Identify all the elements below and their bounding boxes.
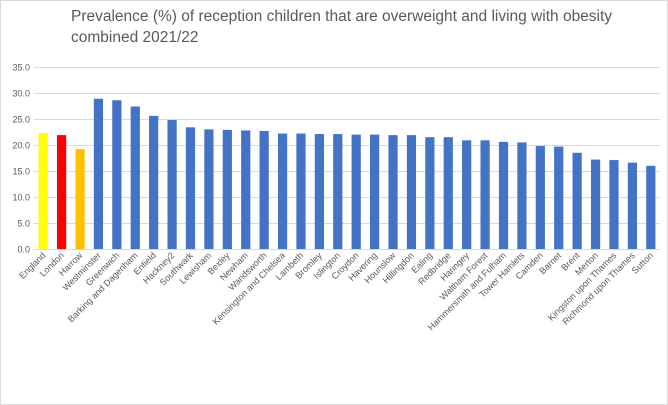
bar-barking-and-dagenham [130,106,140,250]
bar-westminster [93,98,104,249]
bar-bromley [314,134,324,249]
bar-wandsworth [259,130,269,249]
y-tick-label: 20.0 [12,141,30,151]
bar-havering [370,134,380,249]
bar-brent [572,152,582,249]
bar-southwark [185,127,196,249]
bar-kensington-and-chelsea [277,133,288,249]
bar-hammersmith-and-fulham [498,141,509,249]
x-tick-labels: EnglandLondonHarrowWestminsterGreenwichB… [17,250,655,332]
bar-england [38,133,48,249]
bar-redbridge [443,137,453,249]
y-tick-label: 10.0 [12,193,30,203]
bar-harrow [75,149,85,249]
bar-barnet [554,146,564,249]
y-tick-label: 5.0 [17,219,30,229]
chart-title: Prevalence (%) of reception children tha… [71,8,613,46]
bar-london [57,135,67,249]
bar-bexley [222,129,232,249]
bar-haringey [462,140,472,249]
bar-ealing [425,137,435,249]
bar-greenwich [112,100,122,249]
bar-kingston-upon-thames [609,160,619,249]
bar-layer [38,98,656,250]
bar-hillingdon [406,135,417,249]
bar-sutton [646,165,656,249]
y-tick-label: 15.0 [12,167,30,177]
y-tick-labels: 0.0 5.0 10.0 15.0 20.0 25.0 30.0 35.0 [12,63,30,255]
grid-layer [34,67,660,250]
y-tick-label: 30.0 [12,89,30,99]
bar-merton [590,159,601,249]
bar-islington [333,134,343,249]
bar-camden [535,146,545,249]
bar-lewisham [204,129,214,249]
bar-tower-hamlets [517,142,527,249]
bar-waltham-forest [480,140,490,249]
bar-enfield [149,115,159,249]
y-tick-label: 25.0 [12,115,30,125]
bar-richmond-upon-thames [627,162,637,249]
bar-hounslow [388,135,398,249]
bar-hackney2 [167,120,177,249]
bar-croydon [351,134,361,249]
y-tick-label: 35.0 [12,63,30,73]
bar-lambeth [296,133,306,249]
bar-newham [241,130,251,249]
y-tick-label: 0.0 [17,245,30,255]
